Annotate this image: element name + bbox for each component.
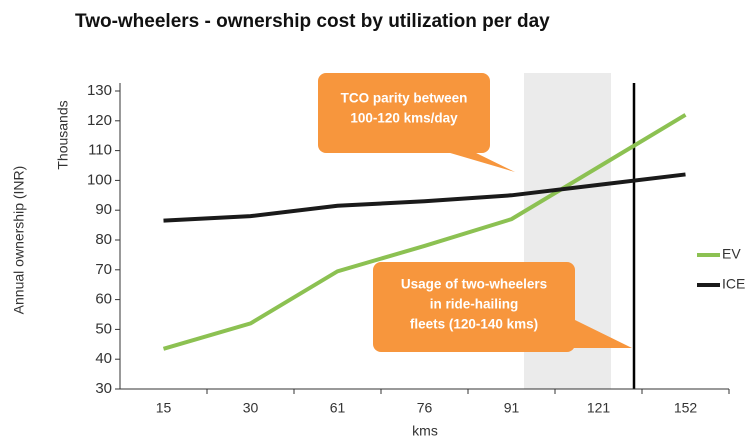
y-tick-label: 110 <box>88 142 112 159</box>
annotation-text: Usage of two-wheelers <box>401 277 547 292</box>
callout <box>318 73 515 172</box>
line-series <box>163 172 686 223</box>
y-tick-label: 30 <box>95 380 112 397</box>
y-tick-label: 40 <box>95 350 112 367</box>
x-tick-label: 15 <box>156 400 172 416</box>
y-tick-label: 60 <box>95 291 112 308</box>
y-tick-label: 130 <box>87 82 112 99</box>
y-tick-label: 50 <box>95 320 112 337</box>
y-tick-label: 120 <box>87 112 112 129</box>
callout <box>373 262 632 352</box>
legend-label: EV <box>722 246 741 262</box>
y-tick-label: 90 <box>95 201 112 218</box>
x-tick-label: 61 <box>330 400 346 416</box>
x-tick-label: 30 <box>243 400 259 416</box>
annotation-text: fleets (120-140 kms) <box>410 317 538 332</box>
y-tick-label: 80 <box>95 231 112 248</box>
legend-label: ICE <box>722 276 745 292</box>
y-tick-label: 70 <box>95 261 112 278</box>
annotation-text: 100-120 kms/day <box>350 111 458 126</box>
x-tick-label: 121 <box>587 400 611 416</box>
x-tick-label: 152 <box>674 400 698 416</box>
line-series <box>162 113 687 351</box>
x-axis-label: kms <box>412 423 438 439</box>
y-axis-label: Annual ownership (INR) <box>11 166 27 315</box>
x-tick-label: 76 <box>417 400 433 416</box>
annotation-text: in ride-hailing <box>430 297 519 312</box>
x-tick-label: 91 <box>504 400 520 416</box>
annotation-text: TCO parity between <box>341 91 468 106</box>
chart-title: Two-wheelers - ownership cost by utiliza… <box>75 11 550 32</box>
y-tick-label: 100 <box>87 171 112 188</box>
y-unit-label: Thousands <box>55 100 71 169</box>
